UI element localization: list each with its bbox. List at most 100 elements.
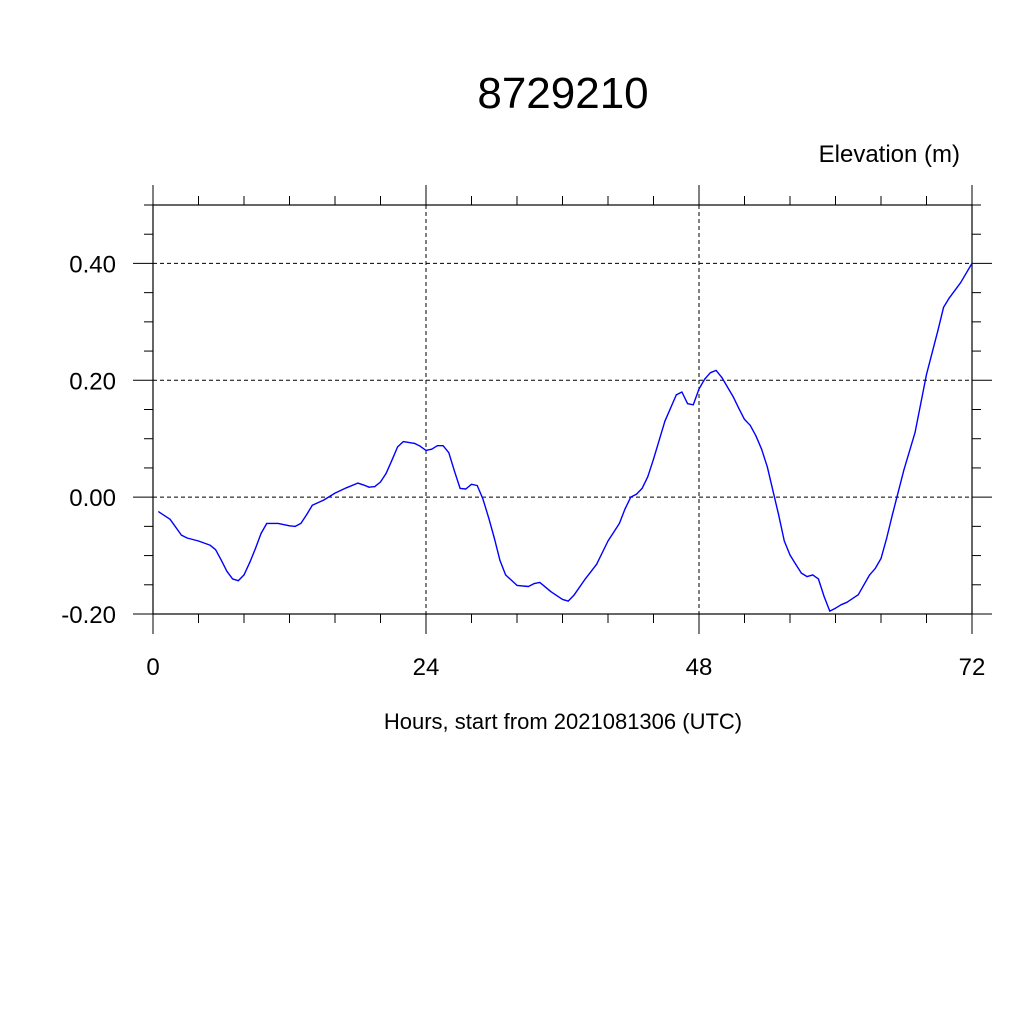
data-point <box>305 514 308 516</box>
data-point <box>209 544 211 546</box>
data-point <box>226 570 228 572</box>
data-point <box>169 518 171 520</box>
data-point <box>675 394 677 396</box>
data-point <box>311 504 313 506</box>
x-tick-label: 72 <box>959 654 986 681</box>
data-point <box>379 481 382 483</box>
data-point <box>709 372 711 374</box>
data-point <box>903 469 905 471</box>
data-point <box>812 574 814 576</box>
data-point <box>214 549 217 551</box>
data-point <box>584 578 586 580</box>
data-point <box>613 531 615 533</box>
data-point <box>687 403 689 405</box>
data-point <box>448 452 450 454</box>
data-point <box>942 306 945 308</box>
data-point <box>692 404 694 406</box>
data-point <box>539 581 541 584</box>
data-point <box>453 470 456 472</box>
data-point <box>288 525 291 527</box>
data-point <box>925 373 928 376</box>
data-point <box>971 262 973 265</box>
data-point <box>698 388 700 390</box>
data-point <box>362 484 365 486</box>
data-point <box>795 563 797 565</box>
data-point <box>334 492 336 494</box>
data-point <box>755 435 757 437</box>
data-point <box>596 563 598 565</box>
data-point <box>266 522 268 525</box>
data-point <box>476 484 478 487</box>
data-point <box>470 483 473 485</box>
y-axis-unit-label: Elevation (m) <box>819 141 960 168</box>
data-point <box>414 442 416 444</box>
data-point <box>374 486 376 488</box>
data-point <box>345 487 347 489</box>
y-tick-label: -0.20 <box>61 602 116 629</box>
data-point <box>783 540 785 542</box>
data-point <box>869 574 871 576</box>
data-point <box>817 578 820 580</box>
data-point <box>806 576 808 578</box>
data-point <box>425 449 427 451</box>
data-point <box>505 574 507 576</box>
data-point <box>743 418 746 421</box>
data-point <box>760 448 763 450</box>
data-point <box>499 559 501 561</box>
data-point <box>232 578 234 580</box>
data-point <box>778 514 780 516</box>
elevation-series-line <box>158 263 973 612</box>
data-point <box>180 534 183 536</box>
data-point <box>294 525 296 527</box>
data-point <box>880 557 882 560</box>
data-point <box>436 445 438 447</box>
data-point <box>891 514 893 516</box>
data-point <box>493 537 495 539</box>
data-point <box>948 297 950 299</box>
data-point <box>249 561 251 564</box>
data-point <box>681 391 683 393</box>
data-point <box>624 508 626 510</box>
y-tick-label: 0.20 <box>69 368 116 395</box>
axis-ticks <box>133 185 992 634</box>
data-point <box>260 532 262 534</box>
data-point <box>527 585 529 588</box>
tick-labels: 0 24 48 72 -0.20 0.00 0.20 0.40 <box>61 251 985 681</box>
data-point <box>766 466 768 468</box>
data-point <box>567 600 569 602</box>
data-point <box>186 537 188 539</box>
data-point <box>300 522 302 525</box>
x-tick-label: 48 <box>686 654 713 681</box>
data-point <box>641 487 643 489</box>
data-point <box>220 559 222 561</box>
data-point <box>197 540 200 542</box>
data-point <box>402 441 404 443</box>
data-point <box>704 378 706 380</box>
data-point <box>482 498 484 500</box>
data-point <box>715 369 717 371</box>
data-point <box>254 547 256 550</box>
data-point <box>652 458 655 460</box>
x-tick-label: 24 <box>413 654 440 681</box>
data-point <box>573 594 575 596</box>
data-point <box>834 607 837 609</box>
series-group <box>158 262 973 612</box>
plot-frame <box>152 204 973 615</box>
data-point <box>618 522 620 525</box>
data-point <box>800 572 802 574</box>
data-point <box>607 540 609 542</box>
data-point <box>368 486 370 488</box>
data-point <box>385 472 387 474</box>
data-point <box>937 330 939 332</box>
data-point <box>857 594 859 596</box>
data-point <box>630 496 632 498</box>
x-axis-label: Hours, start from 2021081306 (UTC) <box>384 709 742 734</box>
data-point <box>721 376 723 378</box>
data-point <box>960 282 962 284</box>
data-point <box>243 574 245 576</box>
data-point <box>459 487 461 489</box>
data-point <box>391 459 393 461</box>
data-point <box>840 604 842 606</box>
data-point <box>516 584 518 586</box>
data-point <box>647 476 649 478</box>
